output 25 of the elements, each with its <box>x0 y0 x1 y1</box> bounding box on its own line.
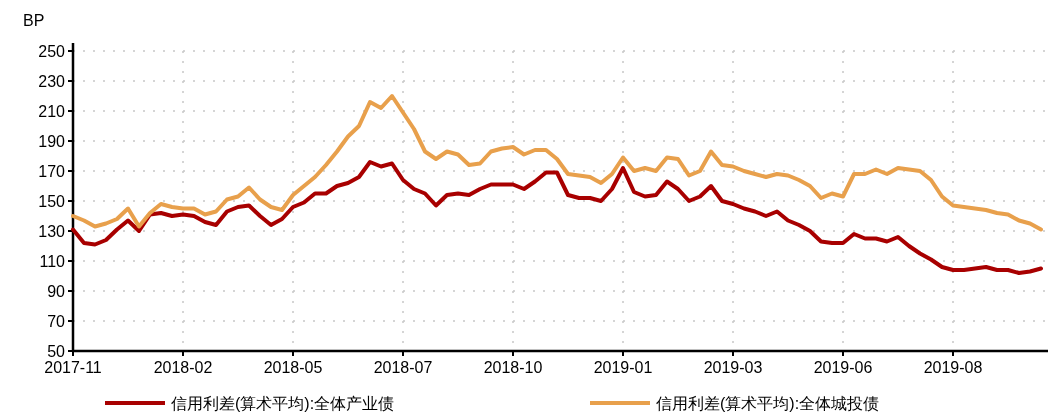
x-tick-label: 2018-02 <box>153 359 213 376</box>
y-tick-label: 190 <box>38 133 66 150</box>
x-tick-label: 2018-10 <box>483 359 543 376</box>
legend-label: 信用利差(算术平均):全体城投债 <box>656 395 880 412</box>
x-tick-label: 2019-06 <box>813 359 873 376</box>
x-tick-label: 2019-08 <box>923 359 983 376</box>
y-tick-label: 150 <box>38 193 66 210</box>
y-tick-label: 210 <box>38 103 66 120</box>
y-tick-label: 110 <box>39 253 66 270</box>
y-tick-label: 230 <box>38 73 66 90</box>
x-tick-label: 2018-05 <box>263 359 323 376</box>
x-tick-label: 2019-01 <box>593 359 653 376</box>
x-tick-label: 2019-03 <box>703 359 763 376</box>
legend-label: 信用利差(算术平均):全体产业债 <box>171 395 395 412</box>
line-series <box>71 94 1043 232</box>
x-tick-label: 2018-07 <box>373 359 433 376</box>
y-tick-label: 250 <box>38 43 66 60</box>
y-tick-label: 70 <box>47 313 66 330</box>
y-tick-label: 50 <box>47 343 66 360</box>
line-series <box>71 160 1043 275</box>
y-tick-label: 90 <box>47 283 66 300</box>
y-tick-label: 170 <box>38 163 66 180</box>
y-tick-label: 130 <box>38 223 66 240</box>
y-axis-title: BP <box>23 12 45 29</box>
x-tick-label: 2017-11 <box>44 359 102 376</box>
